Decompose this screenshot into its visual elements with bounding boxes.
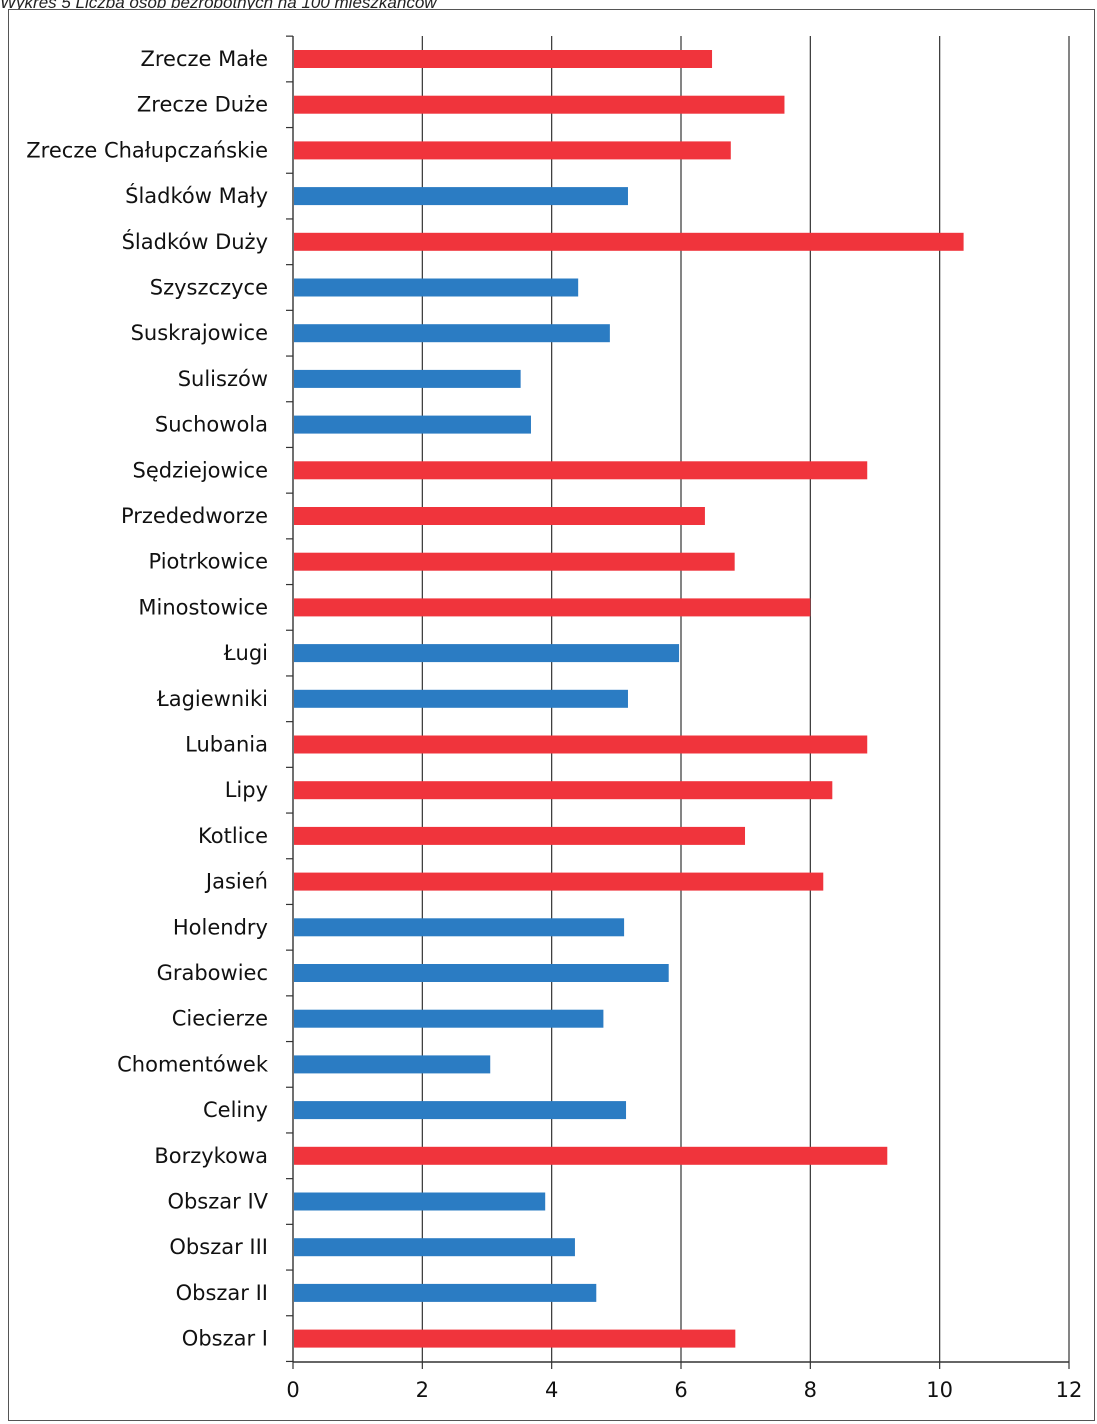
chart-caption: Wykres 5 Liczba osób bezrobotnych na 100… xyxy=(0,0,437,10)
chart-frame xyxy=(8,9,1095,1421)
category-labels: Zrecze Małe Zrecze Duże Zrecze Chałupczańs… xyxy=(26,47,269,1351)
bar-6 xyxy=(294,324,610,343)
x-tick-label-6: 6 xyxy=(674,1378,687,1402)
bar-20 xyxy=(294,964,669,982)
category-label: Łagiewniki xyxy=(156,687,268,711)
x-tick-label-4: 4 xyxy=(545,1378,558,1402)
category-label: Kotlice xyxy=(198,824,268,848)
bar-13 xyxy=(294,644,680,663)
bar-24 xyxy=(294,1146,888,1165)
bar-12 xyxy=(294,598,811,617)
category-label: Obszar IV xyxy=(167,1190,268,1214)
bar-22 xyxy=(294,1055,491,1074)
category-label: Minostowice xyxy=(138,595,268,619)
bar-8 xyxy=(294,415,531,434)
x-tick-label-8: 8 xyxy=(804,1378,817,1402)
category-label: Suchowola xyxy=(155,413,268,437)
category-label: Grabowiec xyxy=(157,961,268,985)
x-tick-label-10: 10 xyxy=(926,1378,953,1402)
bar-14 xyxy=(294,689,628,708)
bar-25 xyxy=(294,1192,546,1211)
bar-15 xyxy=(294,735,868,754)
bar-3 xyxy=(294,187,628,206)
bar-2 xyxy=(294,141,731,160)
category-label: Przededworze xyxy=(121,504,268,528)
bar-28 xyxy=(294,1329,736,1348)
category-label: Zrecze Duże xyxy=(137,93,268,117)
category-label: Chomentówek xyxy=(117,1052,269,1076)
category-label: Suskrajowice xyxy=(131,321,268,345)
category-label: Suliszów xyxy=(178,367,268,391)
bar-5 xyxy=(294,278,579,297)
x-tick-labels: 0 2 4 6 8 10 12 xyxy=(286,1378,1082,1402)
bars xyxy=(294,50,964,1348)
x-tick-label-2: 2 xyxy=(416,1378,429,1402)
category-label: Ciecierze xyxy=(172,1007,268,1031)
bar-16 xyxy=(294,781,833,800)
bar-19 xyxy=(294,918,625,937)
bar-1 xyxy=(294,95,785,114)
bar-26 xyxy=(294,1238,575,1257)
bar-4 xyxy=(294,232,964,251)
category-label: Sędziejowice xyxy=(132,458,268,482)
category-label: Holendry xyxy=(173,915,268,939)
category-label: Piotrkowice xyxy=(149,550,269,574)
category-label: Śladków Duży xyxy=(122,229,268,254)
x-tick-label-0: 0 xyxy=(286,1378,299,1402)
bar-23 xyxy=(294,1101,627,1120)
category-label: Lipy xyxy=(225,778,268,802)
bar-17 xyxy=(294,826,746,845)
category-label: Śladków Mały xyxy=(125,183,268,208)
bar-21 xyxy=(294,1009,604,1028)
x-tick-label-12: 12 xyxy=(1056,1378,1083,1402)
axes xyxy=(286,35,1070,1369)
category-label: Jasień xyxy=(204,870,268,894)
category-label: Obszar I xyxy=(182,1327,268,1351)
bar-0 xyxy=(294,50,713,68)
bar-7 xyxy=(294,369,521,388)
category-label: Szyszczyce xyxy=(150,276,268,300)
category-label: Obszar II xyxy=(176,1281,268,1305)
category-label: Obszar III xyxy=(169,1235,268,1259)
category-label: Zrecze Chałupczańskie xyxy=(26,138,268,162)
bar-18 xyxy=(294,872,824,891)
bar-11 xyxy=(294,552,735,571)
category-label: Lubania xyxy=(185,733,268,757)
category-label: Zrecze Małe xyxy=(140,47,268,71)
bar-10 xyxy=(294,507,705,525)
category-label: Celiny xyxy=(203,1098,268,1122)
category-label: Borzykowa xyxy=(154,1144,268,1168)
category-label: Ługi xyxy=(223,641,268,665)
bar-27 xyxy=(294,1283,597,1302)
bar-9 xyxy=(294,461,868,480)
